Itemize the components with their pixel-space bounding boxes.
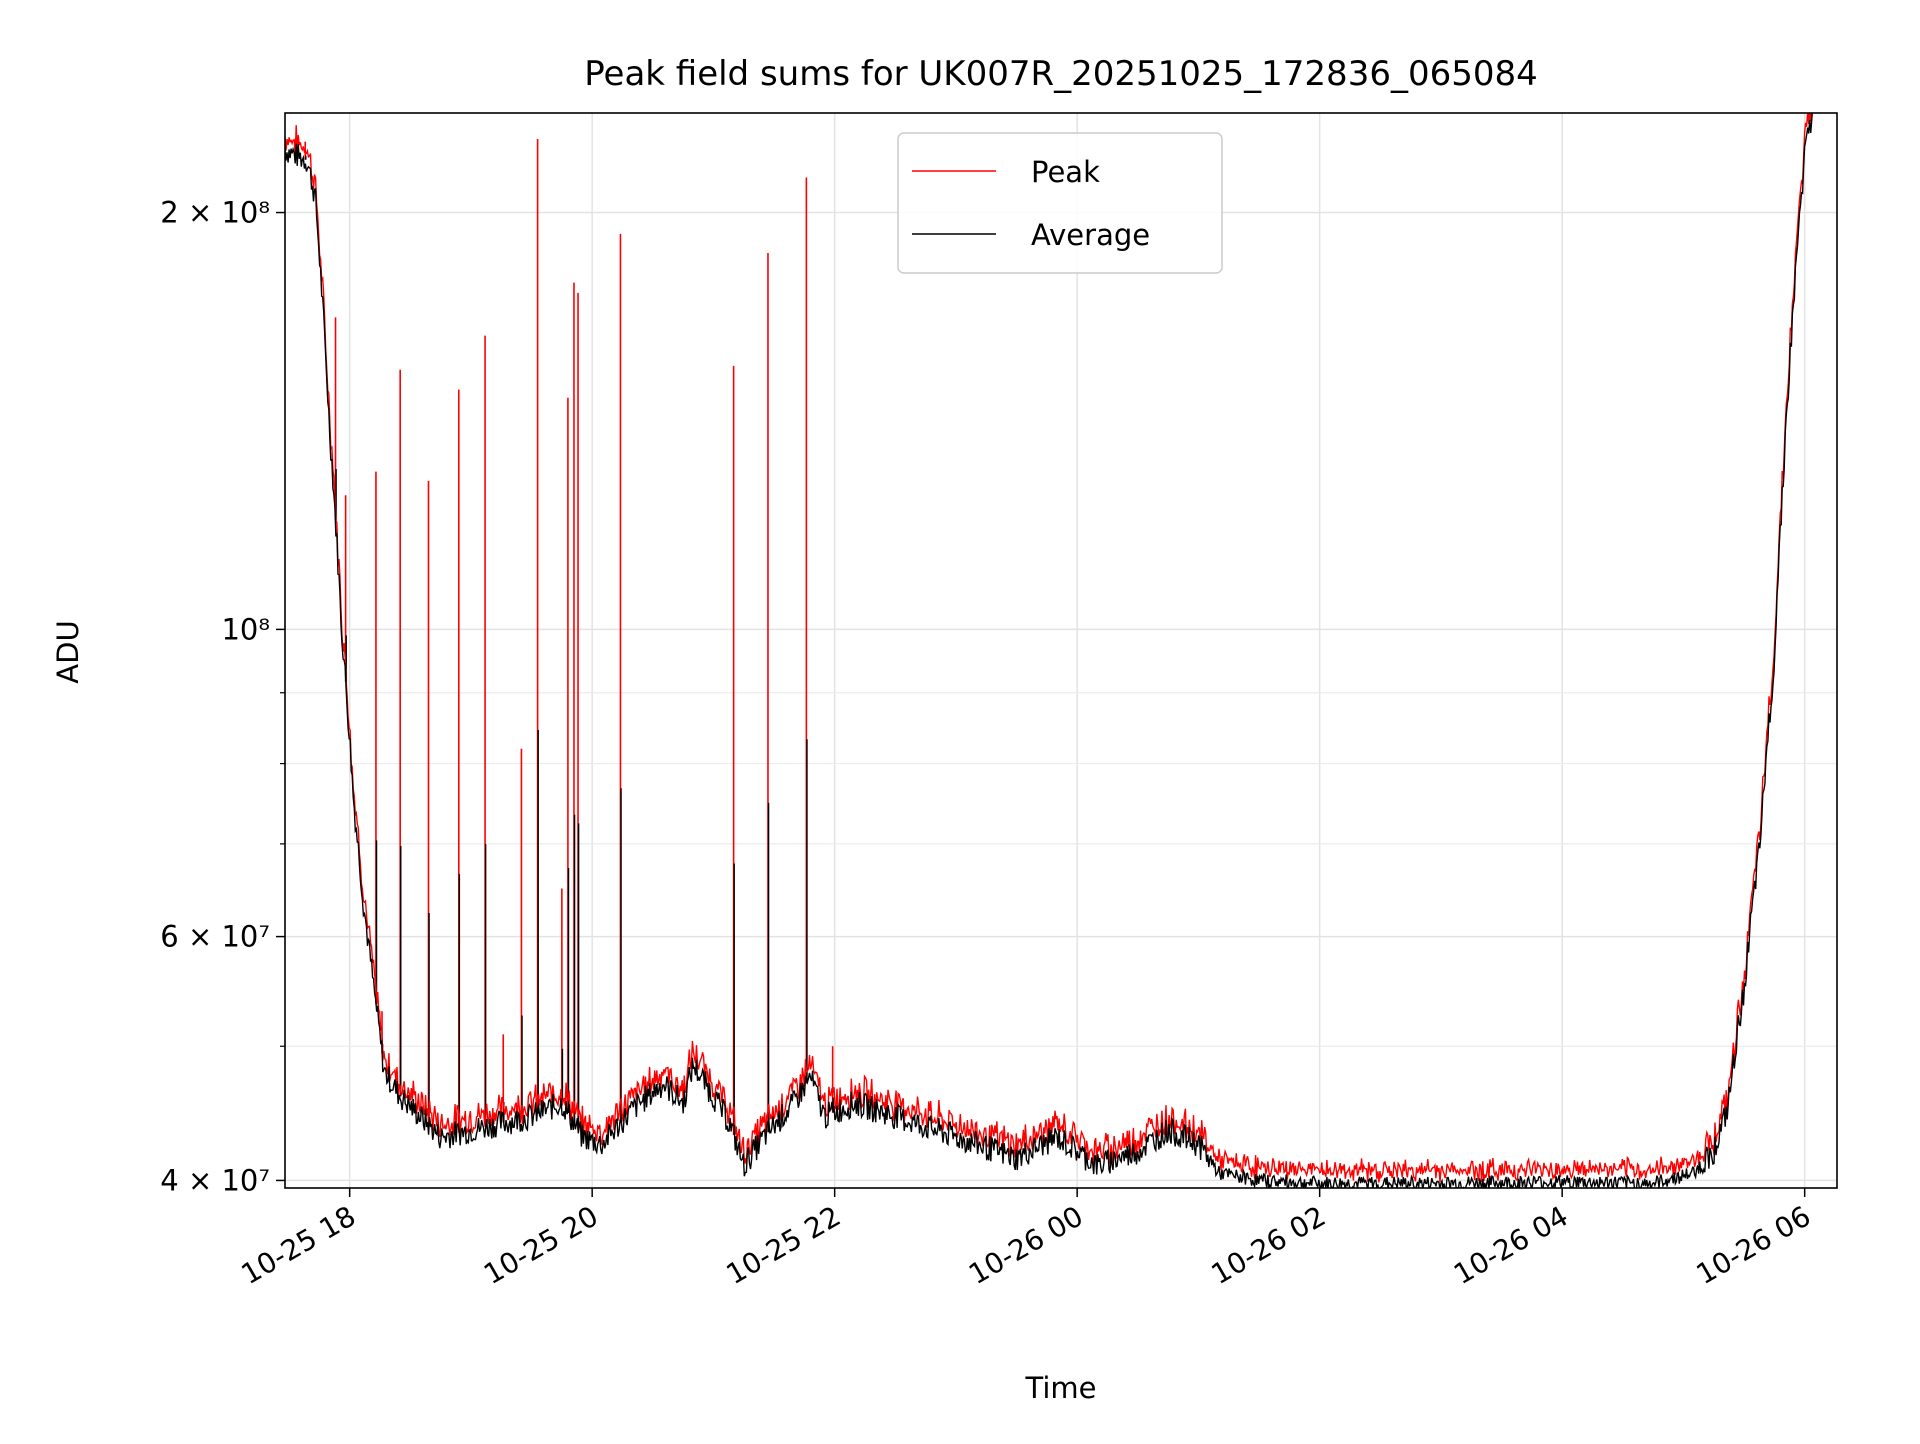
y-tick-label: 2 × 10⁸: [160, 196, 270, 230]
peak-spikes: [304, 139, 834, 1135]
y-tick-label: 6 × 10⁷: [160, 920, 270, 954]
x-axis-label: Time: [1025, 1371, 1097, 1405]
legend-box: [897, 132, 1223, 274]
y-tick-label: 10⁸: [221, 612, 270, 646]
legend-label-average: Average: [1031, 218, 1150, 252]
legend: Peak Average: [897, 132, 1223, 274]
series-average-line: [285, 113, 1813, 1188]
y-tick-label: 4 × 10⁷: [160, 1163, 270, 1197]
y-axis-label: ADU: [51, 620, 85, 683]
series-peak-line: [285, 113, 1813, 1183]
chart-title: Peak field sums for UK007R_20251025_1728…: [584, 54, 1538, 94]
series-layer: [285, 113, 1813, 1188]
plot-frame: [284, 112, 1838, 1189]
legend-label-peak: Peak: [1031, 155, 1100, 189]
